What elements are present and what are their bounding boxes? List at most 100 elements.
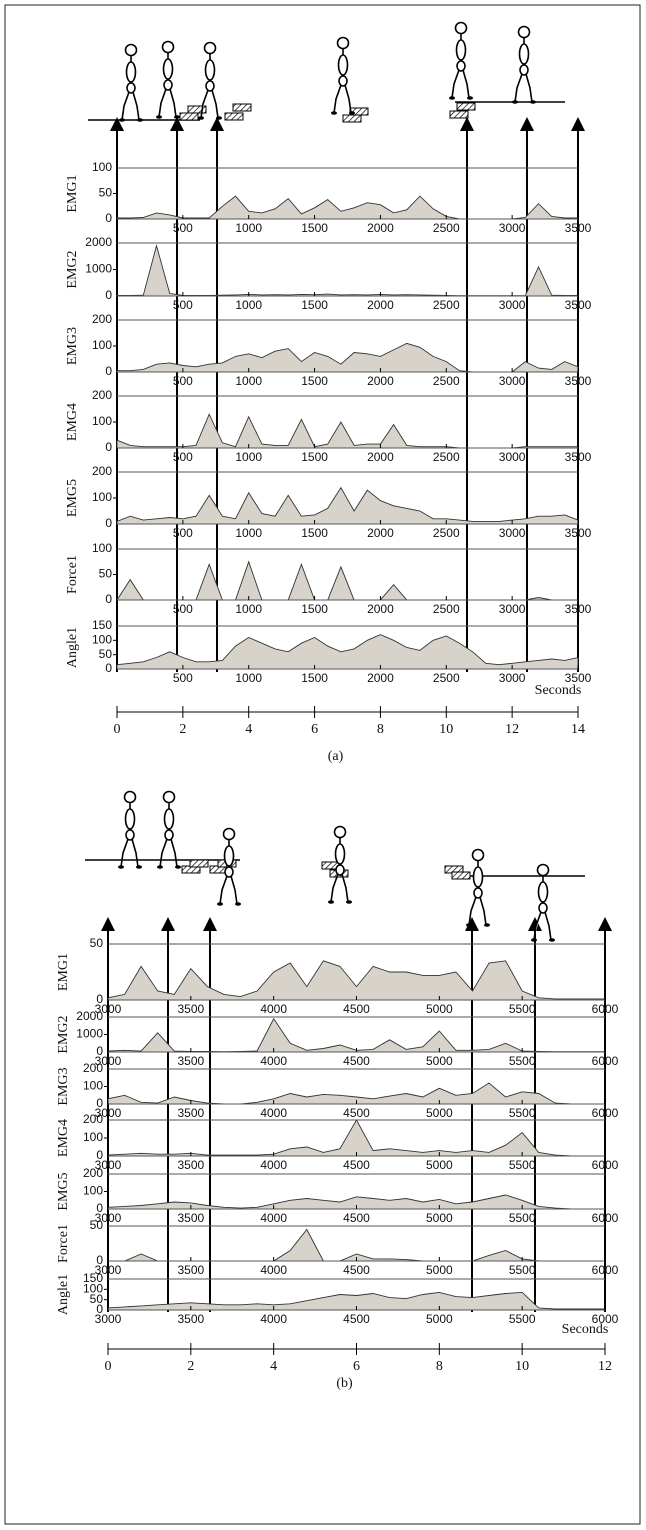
x-tick-label: 2000 (367, 671, 394, 685)
x-tick-label: 2500 (433, 602, 460, 616)
y-tick-label: 0 (96, 1148, 103, 1162)
x-tick-label: 2000 (367, 298, 394, 312)
x-tick-label: 4000 (260, 1002, 287, 1016)
head (222, 827, 236, 841)
area (108, 1228, 605, 1262)
foot (175, 865, 181, 869)
foot (328, 900, 334, 904)
y-axis-label: EMG1 (65, 174, 80, 212)
x-tick-label: 3000 (499, 298, 526, 312)
head (203, 41, 217, 55)
x-tick-label: 5000 (426, 1211, 453, 1225)
x-tick-label: 0 (114, 722, 121, 737)
x-tick-label: 500 (173, 602, 193, 616)
x-tick-label: 4500 (343, 1106, 370, 1120)
y-tick-label: 100 (92, 160, 112, 174)
hip (205, 80, 215, 92)
area (116, 413, 579, 449)
x-tick-label: 3500 (565, 602, 592, 616)
x-tick-label: 3500 (565, 526, 592, 540)
y-tick-label: 0 (105, 661, 112, 675)
stair-step (342, 114, 362, 123)
hip (335, 864, 345, 876)
x-tick-label: 6000 (592, 1312, 619, 1326)
head (161, 40, 175, 54)
torso (163, 808, 175, 830)
x-tick-label: 500 (173, 450, 193, 464)
x-tick-label: 8 (377, 722, 384, 737)
y-tick-label: 100 (92, 541, 112, 555)
x-tick-label: 5000 (426, 1106, 453, 1120)
x-tick-label: 4000 (260, 1211, 287, 1225)
x-tick-label: 500 (173, 221, 193, 235)
x-tick-label: 5500 (509, 1054, 536, 1068)
stair-step (189, 859, 209, 868)
x-tick-label: 2 (179, 722, 186, 737)
x-tick-label: 4000 (260, 1054, 287, 1068)
area (116, 195, 579, 220)
torso (334, 843, 346, 865)
x-tick-label: 3500 (177, 1002, 204, 1016)
y-axis-label: EMG4 (65, 403, 80, 441)
x-tick-label: 1500 (301, 671, 328, 685)
foot (157, 865, 163, 869)
y-tick-label: 0 (96, 1044, 103, 1058)
x-tick-label: 1000 (235, 298, 262, 312)
x-tick-label: 3500 (565, 298, 592, 312)
y-tick-label: 50 (90, 1292, 104, 1306)
x-tick-label: 6000 (592, 1211, 619, 1225)
x-tick-label: 3000 (95, 1002, 122, 1016)
x-tick-label: 1500 (301, 374, 328, 388)
torso (204, 59, 216, 81)
x-tick-label: 2000 (367, 374, 394, 388)
x-tick-label: 3000 (499, 526, 526, 540)
x-tick-label: 1000 (235, 450, 262, 464)
frame (4, 4, 641, 1525)
x-tick-label: 3500 (565, 450, 592, 464)
y-tick-label: 0 (105, 288, 112, 302)
y-tick-label: 150 (92, 618, 112, 632)
legs (333, 84, 352, 114)
y-tick-label: 2000 (85, 235, 112, 249)
y-axis-label: EMG4 (56, 1119, 71, 1157)
y-axis-label: EMG2 (56, 1015, 71, 1053)
hip (126, 82, 136, 94)
x-tick-label: 1500 (301, 221, 328, 235)
x-tick-label: 6000 (592, 1263, 619, 1277)
x-tick-label: 3000 (95, 1054, 122, 1068)
foot (530, 100, 536, 104)
x-tick-label: 500 (173, 374, 193, 388)
x-tick-label: 5500 (509, 1106, 536, 1120)
head (471, 848, 485, 862)
y-tick-label: 200 (83, 1166, 103, 1180)
x-tick-label: 4500 (343, 1158, 370, 1172)
torso (518, 43, 530, 65)
x-tick-label: 1000 (235, 526, 262, 540)
stair-step (179, 112, 199, 121)
x-tick-label: 5500 (509, 1263, 536, 1277)
y-axis-label: Force1 (65, 555, 80, 594)
y-tick-label: 0 (105, 211, 112, 225)
hip (338, 75, 348, 87)
caption: (b) (336, 1376, 353, 1391)
x-tick-label: 14 (571, 722, 585, 737)
hip (456, 60, 466, 72)
area (107, 1082, 605, 1105)
x-tick-label: 500 (173, 671, 193, 685)
y-tick-label: 200 (83, 1112, 103, 1126)
x-tick-label: 4500 (343, 1312, 370, 1326)
y-axis-label: EMG1 (56, 953, 71, 991)
x-tick-label: 2500 (433, 374, 460, 388)
area (116, 560, 578, 601)
x-tick-label: 4 (270, 1359, 277, 1374)
legs (533, 911, 552, 941)
foot (467, 96, 473, 100)
x-tick-label: 2500 (433, 298, 460, 312)
x-tick-label: 500 (173, 298, 193, 312)
x-tick-label: 1000 (235, 671, 262, 685)
x-tick-label: 4500 (343, 1054, 370, 1068)
torso (223, 845, 235, 867)
x-tick-label: 3500 (177, 1211, 204, 1225)
x-tick-label: 3500 (177, 1158, 204, 1172)
